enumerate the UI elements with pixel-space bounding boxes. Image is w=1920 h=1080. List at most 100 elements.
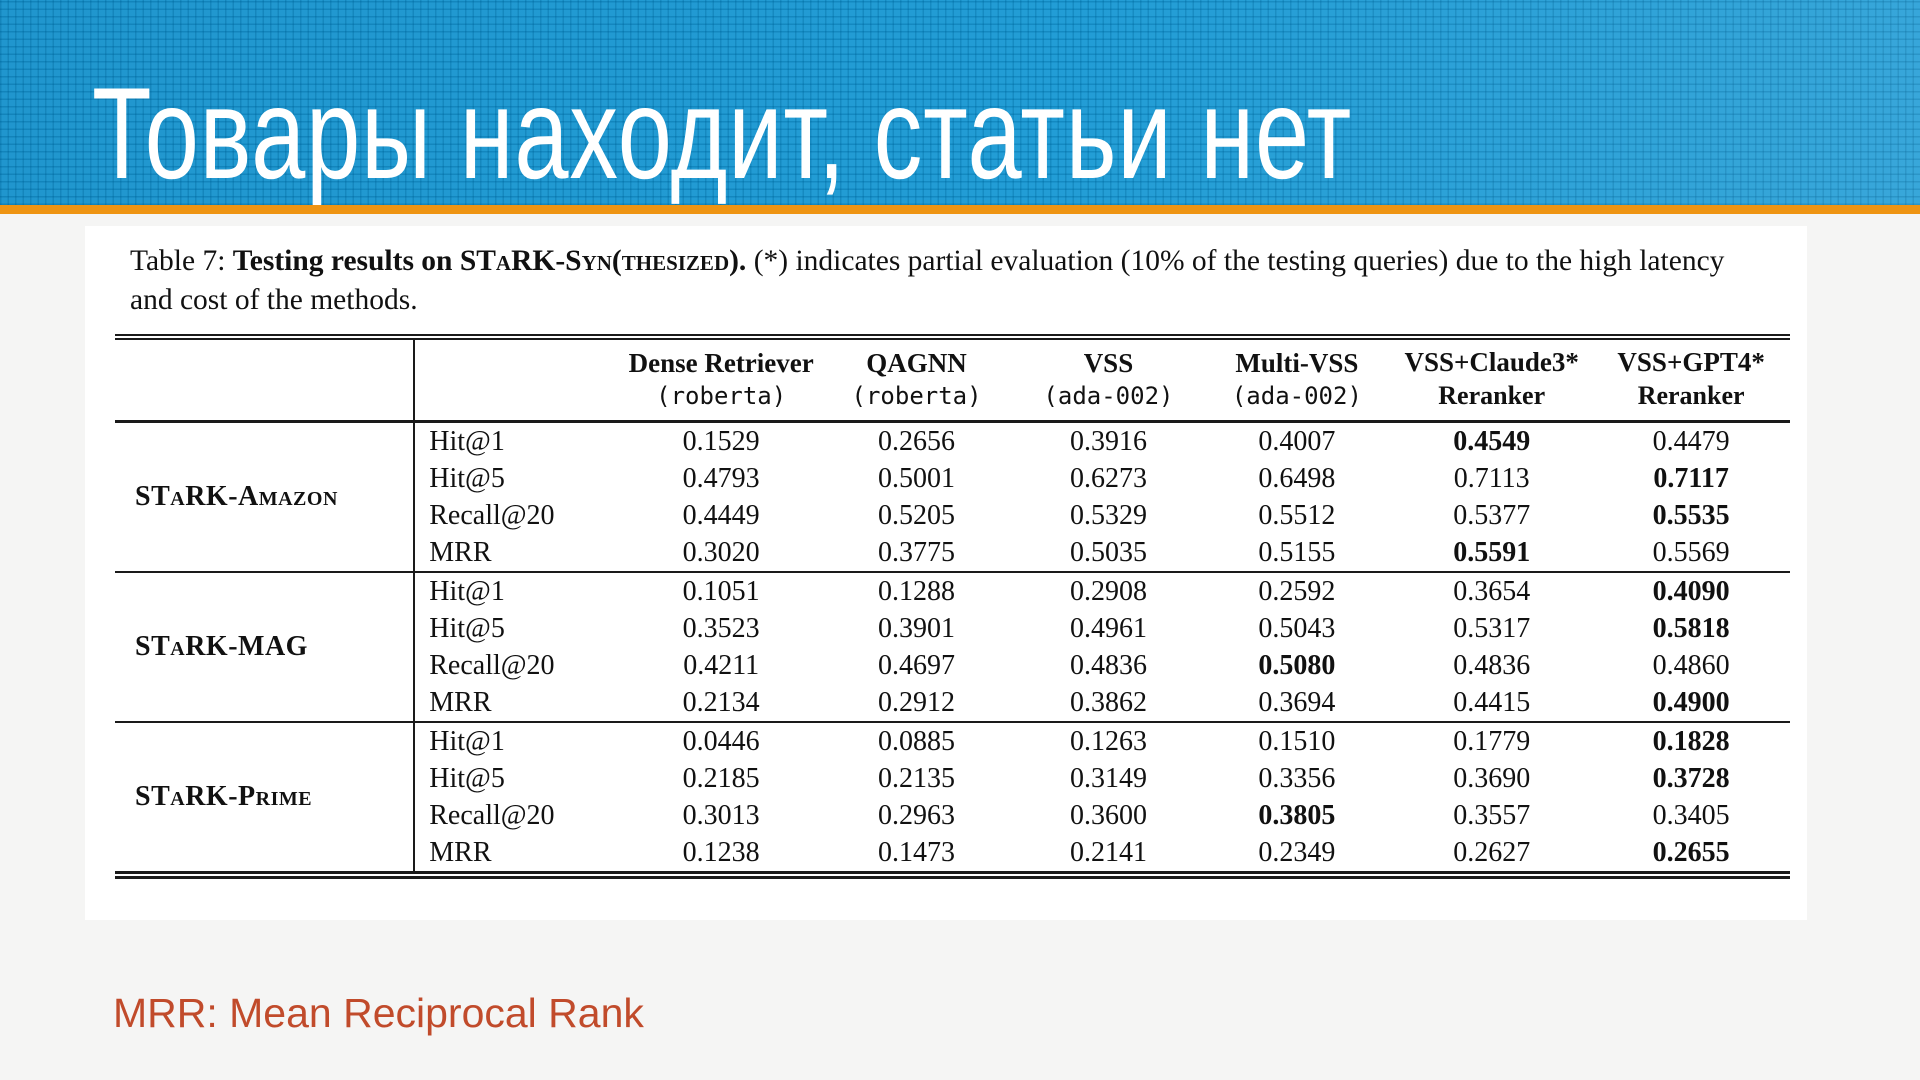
- value-cell: 0.3805: [1258, 799, 1336, 831]
- value-cell: 0.3694: [1258, 686, 1336, 718]
- value-cell: 0.3862: [1069, 686, 1147, 718]
- column-sub: Reranker: [1438, 380, 1546, 410]
- metric-cell: MRR: [413, 684, 624, 723]
- value-cell: 0.2141: [1069, 836, 1147, 868]
- value-cell: 0.4860: [1652, 649, 1730, 681]
- accent-divider: [0, 205, 1920, 214]
- value-cell: 0.2656: [878, 425, 956, 457]
- value-cell: 0.4007: [1258, 425, 1336, 457]
- value-cell: 0.0885: [818, 721, 1015, 761]
- value-cell: 0.3405: [1652, 799, 1730, 831]
- value-cell: 0.5377: [1453, 499, 1531, 531]
- value-cell: 0.3916: [1069, 425, 1147, 457]
- value-cell: 0.3690: [1453, 762, 1531, 794]
- column-header: VSS+Claude3* Reranker: [1391, 336, 1593, 424]
- value-cell: 0.7113: [1453, 462, 1530, 494]
- value-cell: 0.1263: [1014, 721, 1203, 761]
- value-cell: 0.5043: [1258, 612, 1336, 644]
- column-sub: (ada-002): [1231, 381, 1362, 410]
- value-cell: 0.6498: [1258, 462, 1336, 494]
- value-cell: 0.4697: [878, 649, 956, 681]
- metric-cell: Hit@1: [413, 421, 624, 461]
- value-cell: 0.4211: [683, 649, 760, 681]
- value-cell: 0.5080: [1258, 649, 1336, 681]
- value-cell: 0.2912: [878, 686, 956, 718]
- table-row: Hit@5 0.4793 0.5001 0.6273 0.6498 0.7113 0.711…: [115, 460, 1790, 498]
- table-row: Recall@20 0.4211 0.4697 0.4836 0.5080 0.4836 0…: [115, 647, 1790, 685]
- value-cell: 0.3600: [1069, 799, 1147, 831]
- metric-cell: Recall@20: [413, 797, 624, 835]
- value-cell: 0.5569: [1652, 536, 1730, 568]
- value-cell: 0.1779: [1391, 721, 1593, 761]
- value-cell: 0.3557: [1453, 799, 1531, 831]
- value-cell: 0.5035: [1069, 536, 1147, 568]
- value-cell: 0.4449: [682, 499, 760, 531]
- header-row: Dense Retriever (roberta) QAGNN (roberta…: [115, 336, 1790, 424]
- value-cell: 0.4900: [1652, 686, 1730, 718]
- slide-header: Товары находит, статьи нет: [0, 0, 1920, 205]
- column-header: Dense Retriever (roberta): [623, 336, 819, 424]
- column-name: VSS: [1083, 348, 1134, 379]
- column-name: QAGNN: [866, 348, 967, 379]
- value-cell: 0.2963: [878, 799, 956, 831]
- column-header: Multi-VSS (ada-002): [1202, 336, 1392, 424]
- value-cell: 0.2134: [682, 686, 760, 718]
- table-row: MRR 0.3020 0.3775 0.5035 0.5155 0.5591 0.5569: [115, 534, 1790, 573]
- column-header: QAGNN (roberta): [818, 336, 1015, 424]
- metric-cell: MRR: [413, 534, 624, 573]
- value-cell: 0.0446: [623, 721, 819, 761]
- table-row: STaRK-Prime Hit@1 0.0446 0.0885 0.1263 0.1510…: [115, 721, 1790, 876]
- table-row: Hit@5 0.2185 0.2135 0.3149 0.3356 0.3690 0.372…: [115, 760, 1790, 798]
- value-cell: 0.5205: [878, 499, 956, 531]
- value-cell: 0.5512: [1258, 499, 1336, 531]
- value-cell: 0.1238: [682, 836, 760, 868]
- value-cell: 0.2655: [1652, 836, 1730, 868]
- metric-cell: Hit@1: [413, 721, 624, 761]
- value-cell: 0.5818: [1652, 612, 1730, 644]
- value-cell: 0.4415: [1453, 686, 1531, 718]
- value-cell: 0.1529: [682, 425, 760, 457]
- value-cell: 0.3013: [682, 799, 760, 831]
- metric-cell: Recall@20: [413, 647, 624, 685]
- value-cell: 0.2908: [1014, 571, 1203, 611]
- table-panel: Table 7: Testing results on STaRK-Syn(th…: [85, 226, 1807, 920]
- value-cell: 0.1288: [818, 571, 1015, 611]
- group-label-cell: STaRK-Prime: [115, 721, 415, 876]
- column-sub: (ada-002): [1043, 381, 1174, 410]
- table-row: Recall@20 0.4449 0.5205 0.5329 0.5512 0.5377 0…: [115, 497, 1790, 535]
- value-cell: 0.7117: [1653, 462, 1729, 494]
- caption-prefix: Table 7:: [130, 245, 233, 277]
- value-cell: 0.3523: [682, 612, 760, 644]
- slide-title: Товары находит, статьи нет: [92, 59, 1353, 206]
- results-table: Dense Retriever (roberta) QAGNN (roberta…: [115, 333, 1790, 880]
- value-cell: 0.1473: [878, 836, 956, 868]
- value-cell: 0.4479: [1652, 425, 1730, 457]
- metric-cell: Hit@5: [413, 610, 624, 648]
- value-cell: 0.5001: [878, 462, 956, 494]
- header-metric-spacer: [413, 336, 624, 424]
- value-cell: 0.5329: [1069, 499, 1147, 531]
- value-cell: 0.4961: [1069, 612, 1147, 644]
- value-cell: 0.5535: [1652, 499, 1730, 531]
- metric-cell: Hit@5: [413, 460, 624, 498]
- value-cell: 0.5591: [1453, 536, 1531, 568]
- value-cell: 0.3728: [1652, 762, 1730, 794]
- value-cell: 0.1510: [1202, 721, 1392, 761]
- table-row: Recall@20 0.3013 0.2963 0.3600 0.3805 0.3557 0…: [115, 797, 1790, 835]
- value-cell: 0.3901: [878, 612, 956, 644]
- column-sub: (roberta): [851, 381, 982, 410]
- value-cell: 0.4549: [1453, 425, 1531, 457]
- value-cell: 0.5155: [1258, 536, 1336, 568]
- column-name: VSS+Claude3*: [1404, 346, 1579, 377]
- column-header: VSS+GPT4* Reranker: [1592, 336, 1790, 424]
- value-cell: 0.4090: [1592, 571, 1790, 611]
- value-cell: 0.5317: [1453, 612, 1531, 644]
- group-label-cell: STaRK-Amazon: [135, 481, 338, 513]
- caption-rest: (*) indicates partial evaluation (10% of…: [130, 245, 1725, 316]
- table-row: MRR 0.1238 0.1473 0.2141 0.2349 0.2627 0.2655: [115, 834, 1790, 876]
- caption-bold: Testing results on: [232, 245, 460, 277]
- value-cell: 0.4793: [682, 462, 760, 494]
- table-row: STaRK-MAG Hit@1 0.1051 0.1288 0.2908 0.2592 0.…: [115, 571, 1790, 723]
- footer-note: MRR: Mean Reciprocal Rank: [113, 990, 644, 1036]
- column-sub: (roberta): [656, 381, 787, 410]
